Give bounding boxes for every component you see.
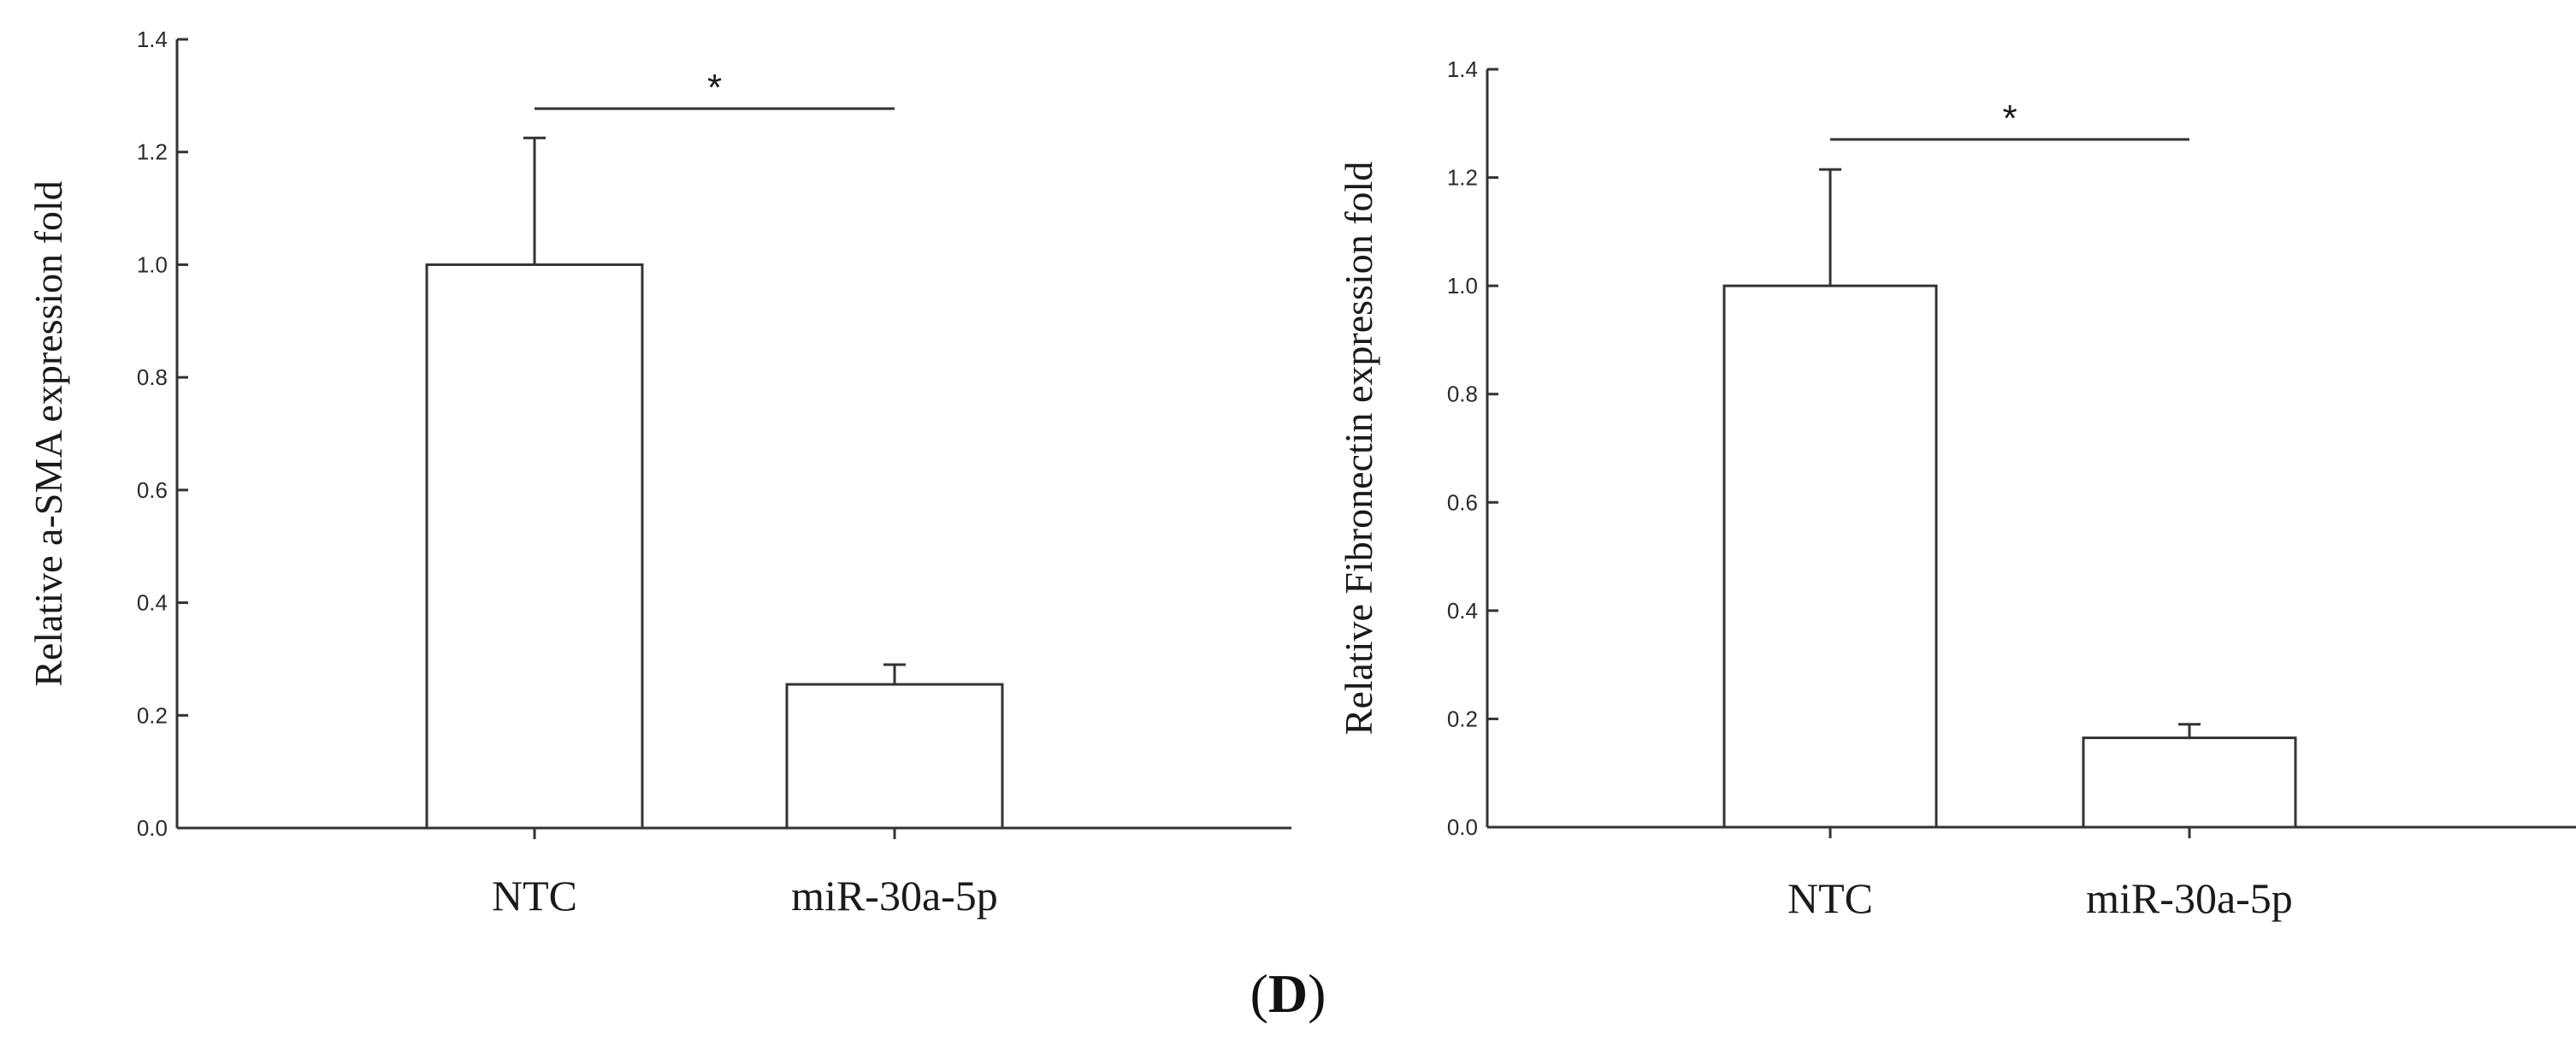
significance-marker: *	[707, 67, 722, 109]
y-tick-label: 0.8	[1447, 382, 1478, 407]
y-tick-label: 0.4	[137, 590, 168, 616]
significance-marker: *	[2002, 98, 2017, 139]
y-tick-label: 0.4	[1447, 598, 1478, 624]
y-tick-label: 1.0	[1447, 273, 1478, 299]
panel-label: (D)	[0, 967, 2576, 1021]
y-tick-label: 0.0	[137, 815, 168, 841]
panel-label-letter: D	[1267, 963, 1309, 1024]
category-label: NTC	[1787, 874, 1873, 922]
y-tick-label: 0.2	[137, 702, 168, 728]
y-tick-label: 0.6	[137, 477, 168, 503]
y-tick-label: 1.4	[1447, 56, 1478, 82]
bar-ntc	[425, 263, 644, 830]
y-tick-label: 1.4	[137, 27, 168, 52]
y-tick-label: 1.2	[137, 139, 168, 165]
y-axis-label: Relative Fibronectin expression fold	[1337, 162, 1380, 736]
y-tick-label: 0.6	[1447, 489, 1478, 515]
bar-mir-30a-5p	[2082, 736, 2297, 829]
y-tick-label: 1.2	[1447, 165, 1478, 191]
y-tick-label: 1.0	[137, 251, 168, 277]
y-tick-label: 0.8	[137, 364, 168, 390]
bar-mir-30a-5p	[785, 683, 1004, 830]
panel-label-open: (	[1250, 963, 1268, 1024]
category-label: NTC	[492, 872, 577, 920]
bar-ntc	[1722, 284, 1938, 829]
chart-fibronectin: 0.0 0.2 0.4 0.6 0.8 1.0 1.2 1.4 Relative Fibrone…	[1337, 56, 2576, 922]
category-label: miR-30a-5p	[791, 872, 998, 920]
y-tick-label: 0.2	[1447, 706, 1478, 731]
chart-a-sma: 0.0 0.2 0.4 0.6 0.8 1.0 1.2 1.4 Relative a-SMA e…	[27, 27, 1291, 920]
category-label: miR-30a-5p	[2086, 874, 2293, 922]
panel-label-close: )	[1308, 963, 1326, 1024]
y-axis-label: Relative a-SMA expression fold	[27, 180, 70, 687]
y-tick-label: 0.0	[1447, 814, 1478, 840]
